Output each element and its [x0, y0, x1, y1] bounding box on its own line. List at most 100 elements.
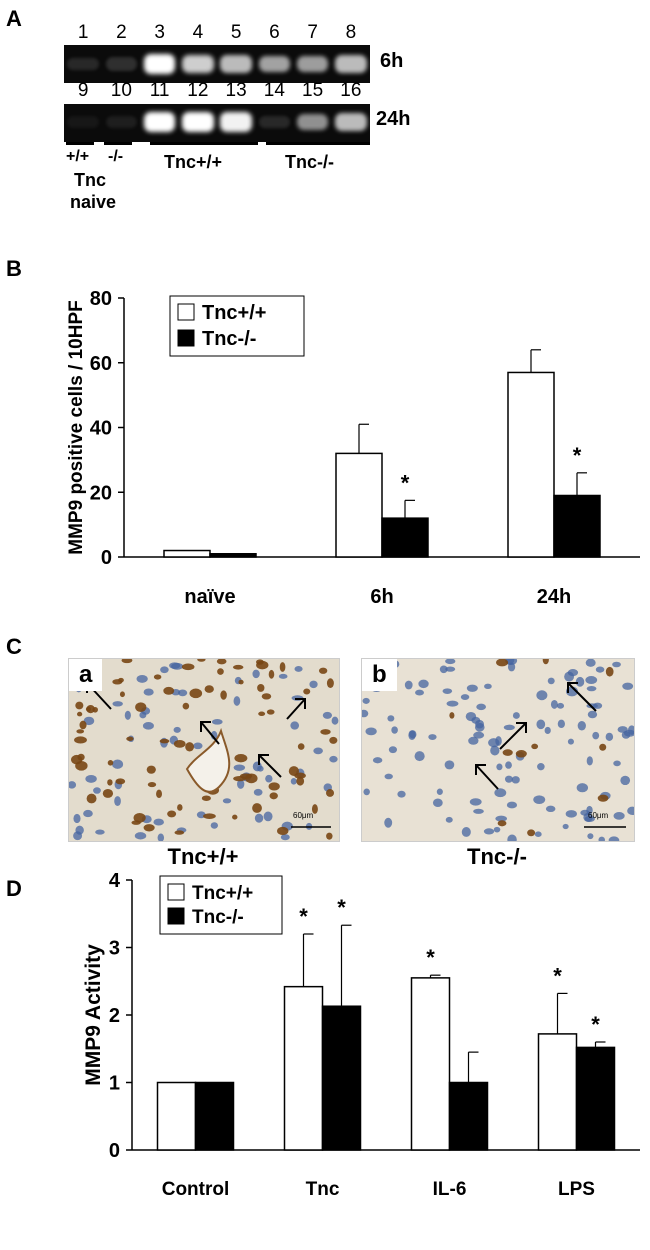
- gel-band: [105, 115, 138, 129]
- nucleus: [562, 823, 569, 830]
- lane-number: 6: [269, 22, 280, 43]
- nucleus: [605, 732, 614, 741]
- nucleus: [503, 724, 515, 731]
- gel-timepoint-label: 6h: [380, 50, 404, 72]
- stained-cell: [318, 667, 328, 674]
- category-label: LPS: [558, 1179, 595, 1200]
- stained-cell: [216, 659, 227, 665]
- gel-band: [258, 115, 291, 129]
- nucleus: [512, 712, 520, 719]
- lane-number: 9: [77, 80, 89, 101]
- stained-cell: [515, 750, 527, 758]
- stained-cell: [269, 792, 278, 800]
- group-label-ko: -/-: [108, 148, 124, 165]
- stained-cell: [232, 664, 244, 670]
- nucleus: [475, 719, 485, 729]
- nucleus: [473, 808, 484, 814]
- stained-cell: [86, 704, 95, 714]
- bar: [209, 553, 257, 558]
- lane-number: 11: [149, 80, 170, 101]
- stained-cell: [496, 659, 509, 667]
- micrograph-a-image: [69, 659, 339, 841]
- nucleus: [387, 715, 395, 722]
- gel-band: [143, 54, 176, 74]
- nucleus: [511, 776, 520, 784]
- nucleus: [564, 671, 575, 682]
- nucleus: [169, 662, 181, 669]
- group-line-tnc-wt: [150, 142, 258, 145]
- legend-label: Tnc-/-: [192, 907, 244, 928]
- nucleus: [265, 774, 273, 783]
- stained-cell: [268, 669, 275, 679]
- category-label: 6h: [370, 586, 393, 608]
- bar: [537, 1033, 578, 1151]
- nucleus: [565, 810, 577, 818]
- micrograph-b: b 60μm: [361, 658, 635, 842]
- nucleus: [577, 720, 586, 731]
- gel-band: [182, 54, 214, 74]
- stained-cell: [527, 829, 536, 837]
- stained-cell: [79, 720, 87, 730]
- stained-cell: [220, 690, 227, 700]
- legend-label: Tnc+/+: [192, 883, 253, 904]
- nucleus: [112, 701, 123, 707]
- stained-cell: [204, 685, 214, 693]
- legend: Tnc+/+ Tnc-/-: [159, 875, 283, 935]
- nucleus: [408, 730, 416, 741]
- nucleus: [252, 761, 262, 772]
- gel-band: [220, 112, 252, 132]
- nucleus: [362, 697, 370, 704]
- stained-cell: [75, 701, 84, 710]
- significance-marker: *: [299, 904, 308, 929]
- nucleus: [490, 745, 500, 756]
- stained-cell: [146, 765, 156, 774]
- category-label: 24h: [537, 586, 571, 608]
- stained-cell: [266, 709, 275, 715]
- nucleus: [365, 727, 377, 736]
- nucleus: [507, 834, 517, 841]
- nucleus: [254, 813, 264, 823]
- bar: [448, 1081, 489, 1151]
- significance-marker: *: [553, 963, 562, 988]
- nucleus: [157, 833, 165, 841]
- stained-cell: [234, 753, 248, 763]
- gel-band: [67, 57, 99, 71]
- stained-cell: [217, 668, 224, 675]
- nucleus: [586, 756, 593, 766]
- lane-number: 3: [154, 22, 165, 43]
- gel-band: [335, 113, 367, 131]
- group-label-naive-2: naive: [70, 192, 117, 212]
- nucleus: [537, 763, 545, 771]
- arrows-b: [475, 682, 597, 790]
- lane-number: 2: [116, 22, 127, 43]
- nucleus: [536, 719, 546, 730]
- significance-marker: *: [337, 895, 346, 920]
- stained-cell: [329, 736, 338, 744]
- nucleus: [476, 703, 487, 711]
- stained-cell: [197, 659, 206, 662]
- nucleus: [617, 726, 628, 733]
- panel-a-letter: A: [6, 6, 22, 31]
- stained-cell: [268, 782, 280, 791]
- stained-cell: [135, 702, 147, 712]
- bar: [283, 985, 324, 1151]
- legend-swatch: [167, 907, 185, 925]
- stained-cell: [256, 660, 269, 670]
- stained-cell: [531, 743, 539, 750]
- gel-band: [182, 112, 214, 132]
- stained-cell: [258, 711, 266, 716]
- nucleus: [550, 699, 558, 709]
- nucleus: [73, 831, 83, 841]
- nucleus: [290, 777, 297, 785]
- nucleus: [613, 760, 621, 767]
- stained-cell: [245, 773, 258, 784]
- nucleus: [95, 829, 105, 835]
- panel-c-letter: C: [6, 634, 22, 659]
- lane-number: 14: [263, 80, 285, 101]
- stained-cell: [311, 804, 318, 814]
- stained-cell: [232, 814, 238, 820]
- nucleus: [556, 702, 565, 709]
- y-tick-label: 20: [90, 482, 112, 504]
- bar: [163, 549, 211, 558]
